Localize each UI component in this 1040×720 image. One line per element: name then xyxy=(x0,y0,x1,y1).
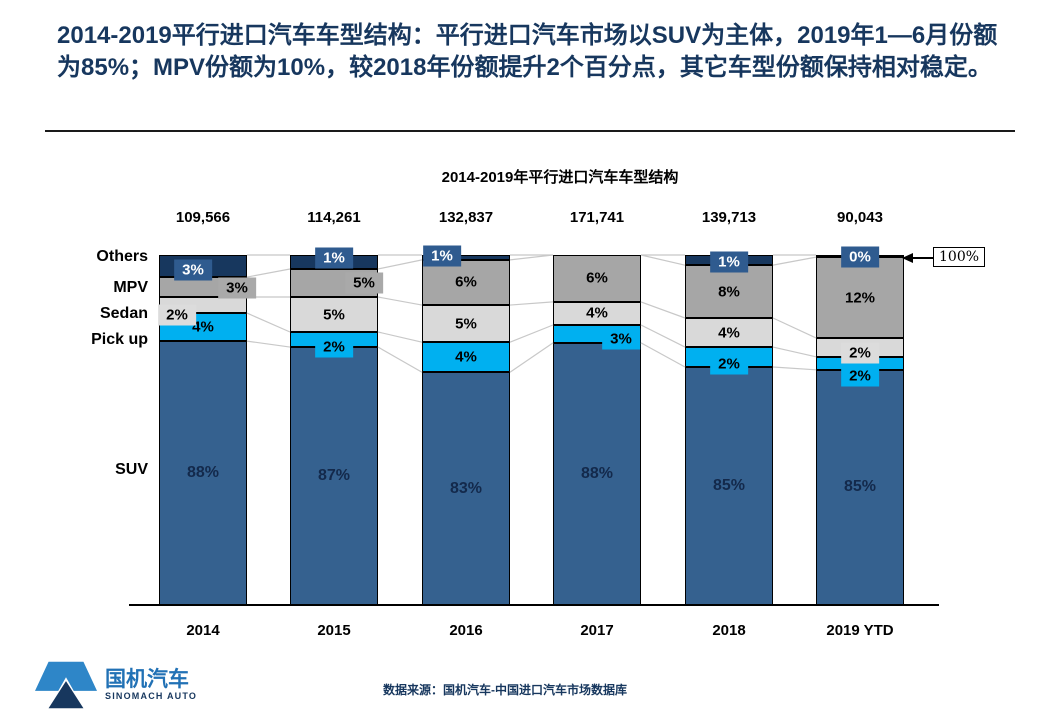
percent-label-mpv: 6% xyxy=(586,269,608,287)
slide-headline: 2014-2019平行进口汽车车型结构：平行进口汽车市场以SUV为主体，2019… xyxy=(57,22,998,81)
percent-label-mpv: 8% xyxy=(718,283,740,301)
category-axis-label: 2018 xyxy=(712,622,746,639)
logo-name-cn: 国机汽车 xyxy=(105,667,189,691)
percent-label-others: 0% xyxy=(841,246,879,268)
segment-pick-up-2016 xyxy=(422,342,510,373)
percent-label-sedan: 4% xyxy=(718,324,740,342)
headline-divider xyxy=(45,130,1015,132)
segment-suv-2017 xyxy=(553,342,641,605)
percent-label-others: 1% xyxy=(423,245,461,267)
percent-label-others: 3% xyxy=(174,259,212,281)
total-label: 132,837 xyxy=(438,209,494,226)
company-logo: 国机汽车 SINOMACH AUTO xyxy=(35,659,197,711)
percent-label-pick-up: 2% xyxy=(841,365,879,387)
segment-suv-2016 xyxy=(422,372,510,605)
total-label: 114,261 xyxy=(307,209,361,226)
series-label-sedan: Sedan xyxy=(99,305,148,322)
segment-sedan-2017 xyxy=(553,301,641,325)
percent-label-suv: 88% xyxy=(580,464,614,482)
segment-mpv-2019 YTD xyxy=(816,257,904,338)
percent-label-pick-up: 4% xyxy=(455,348,477,366)
logo-text: 国机汽车 SINOMACH AUTO xyxy=(105,667,198,702)
category-axis-label: 2014 xyxy=(186,622,220,639)
segment-mpv-2016 xyxy=(422,259,510,306)
percent-label-suv: 83% xyxy=(449,479,483,497)
percent-label-mpv: 6% xyxy=(455,273,477,291)
percent-label-mpv: 3% xyxy=(218,277,256,299)
mountain-logo-icon xyxy=(35,661,97,709)
percent-label-suv: 85% xyxy=(712,477,746,494)
percent-label-suv: 87% xyxy=(317,467,351,485)
segment-suv-2014 xyxy=(159,341,247,605)
series-label-suv: SUV xyxy=(115,461,148,478)
segment-mpv-2017 xyxy=(553,255,641,302)
category-axis-label: 2015 xyxy=(317,622,351,639)
segment-sedan-2015 xyxy=(290,297,378,332)
percent-label-others: 1% xyxy=(315,247,353,269)
percent-label-pick-up: 4% xyxy=(192,318,214,336)
segment-sedan-2018 xyxy=(685,318,773,348)
percent-label-suv: 88% xyxy=(186,464,220,482)
series-label-others: Others xyxy=(96,248,148,265)
percent-label-others: 1% xyxy=(710,251,748,273)
total-label: 139,713 xyxy=(701,209,757,226)
arrow-left-icon xyxy=(902,253,913,263)
total-label: 109,566 xyxy=(175,209,231,226)
series-label-pick-up: Pick up xyxy=(91,331,148,348)
annotation-100pct: 100% xyxy=(933,247,986,267)
category-axis-label: 2017 xyxy=(580,622,614,639)
percent-label-sedan: 5% xyxy=(323,306,345,323)
percent-label-sedan: 4% xyxy=(586,304,608,322)
x-axis-line xyxy=(129,604,939,606)
category-axis-label: 2019 YTD xyxy=(826,622,894,639)
percent-label-suv: 85% xyxy=(843,478,877,496)
category-axis-label: 2016 xyxy=(449,622,483,639)
percent-label-sedan: 2% xyxy=(158,304,196,326)
percent-label-mpv: 12% xyxy=(844,289,876,307)
percent-label-pick-up: 2% xyxy=(710,353,748,375)
segment-mpv-2018 xyxy=(685,265,773,318)
percent-label-pick-up: 2% xyxy=(315,336,353,358)
percent-label-mpv: 5% xyxy=(345,272,383,294)
annotation-arrow-line xyxy=(912,257,933,259)
segment-others-2016 xyxy=(422,255,510,260)
segment-suv-2019 YTD xyxy=(816,369,904,605)
percent-label-sedan: 2% xyxy=(841,342,879,364)
percent-label-sedan: 5% xyxy=(455,315,477,333)
segment-sedan-2016 xyxy=(422,305,510,343)
total-label: 90,043 xyxy=(837,209,883,226)
series-label-mpv: MPV xyxy=(113,279,148,296)
data-source-note: 数据来源：国机汽车-中国进口汽车市场数据库 xyxy=(383,683,627,697)
logo-name-en: SINOMACH AUTO xyxy=(105,691,198,702)
percent-label-pick-up: 3% xyxy=(602,328,640,350)
chart-title: 2014-2019年平行进口汽车车型结构 xyxy=(441,169,679,186)
segment-suv-2015 xyxy=(290,347,378,605)
total-label: 171,741 xyxy=(569,209,625,226)
